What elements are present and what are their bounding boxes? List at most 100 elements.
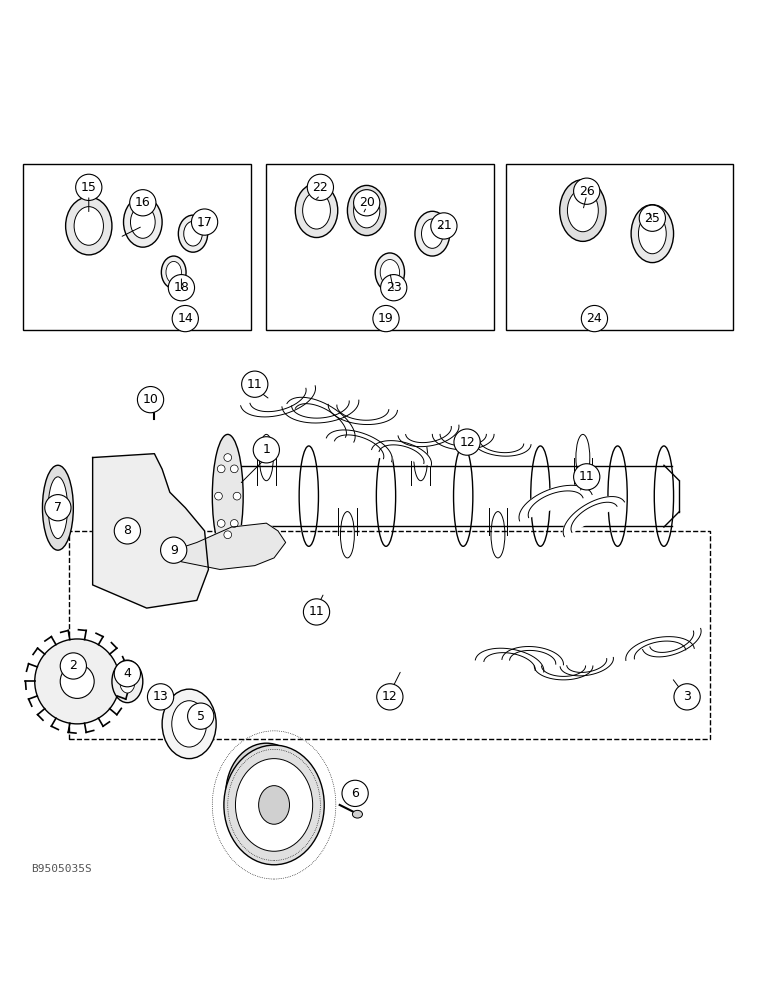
Circle shape [574, 178, 600, 204]
Polygon shape [371, 441, 432, 466]
Ellipse shape [212, 434, 243, 558]
Text: 8: 8 [124, 524, 131, 537]
Circle shape [342, 780, 368, 806]
Circle shape [381, 275, 407, 301]
Circle shape [114, 661, 141, 687]
Polygon shape [626, 637, 694, 660]
Circle shape [253, 437, 279, 463]
Text: 9: 9 [170, 544, 178, 557]
Text: 19: 19 [378, 312, 394, 325]
Ellipse shape [42, 465, 73, 550]
Polygon shape [560, 657, 614, 676]
Circle shape [218, 465, 225, 473]
Circle shape [230, 520, 238, 527]
Circle shape [35, 639, 120, 724]
Circle shape [168, 275, 195, 301]
Ellipse shape [124, 197, 162, 247]
Text: 13: 13 [153, 690, 168, 703]
Circle shape [191, 209, 218, 235]
Ellipse shape [171, 701, 206, 747]
Ellipse shape [259, 786, 290, 824]
Text: 11: 11 [247, 378, 262, 391]
Ellipse shape [150, 399, 159, 405]
Circle shape [76, 174, 102, 200]
Text: 16: 16 [135, 196, 151, 209]
Ellipse shape [184, 221, 202, 246]
Circle shape [224, 531, 232, 539]
Text: 12: 12 [459, 436, 475, 449]
Polygon shape [564, 497, 625, 537]
Circle shape [303, 599, 330, 625]
Text: 14: 14 [178, 312, 193, 325]
Circle shape [639, 205, 665, 231]
Circle shape [114, 518, 141, 544]
Text: 11: 11 [309, 605, 324, 618]
Circle shape [574, 464, 600, 490]
Circle shape [431, 213, 457, 239]
Ellipse shape [162, 689, 216, 759]
Polygon shape [398, 425, 459, 447]
Circle shape [373, 305, 399, 332]
Text: 6: 6 [351, 787, 359, 800]
Ellipse shape [415, 211, 449, 256]
Ellipse shape [295, 183, 337, 238]
Text: 11: 11 [579, 470, 594, 483]
Text: 20: 20 [359, 196, 374, 209]
Ellipse shape [380, 260, 400, 285]
Ellipse shape [178, 215, 208, 252]
Ellipse shape [422, 219, 443, 248]
Text: 17: 17 [197, 216, 212, 229]
Ellipse shape [66, 197, 112, 255]
Ellipse shape [74, 207, 103, 245]
Polygon shape [519, 485, 592, 521]
Circle shape [224, 454, 232, 461]
Bar [506, 164, 733, 330]
Circle shape [137, 387, 164, 413]
Ellipse shape [638, 214, 666, 254]
Polygon shape [534, 666, 593, 680]
Polygon shape [328, 404, 398, 425]
Circle shape [130, 190, 156, 216]
Circle shape [454, 429, 480, 455]
Circle shape [354, 190, 380, 216]
Polygon shape [287, 397, 355, 442]
Ellipse shape [112, 660, 143, 703]
Text: 23: 23 [386, 281, 401, 294]
Text: 3: 3 [683, 690, 691, 703]
Polygon shape [282, 400, 359, 423]
Text: 7: 7 [54, 501, 62, 514]
Ellipse shape [631, 205, 673, 263]
Text: 22: 22 [313, 181, 328, 194]
Text: 12: 12 [382, 690, 398, 703]
Ellipse shape [354, 193, 380, 228]
Circle shape [674, 684, 700, 710]
Circle shape [230, 465, 238, 473]
Circle shape [215, 492, 222, 500]
Circle shape [172, 305, 198, 332]
Circle shape [60, 653, 86, 679]
Polygon shape [502, 647, 564, 665]
Bar [266, 164, 494, 330]
Text: 26: 26 [579, 185, 594, 198]
Circle shape [377, 684, 403, 710]
Circle shape [147, 684, 174, 710]
Text: 21: 21 [436, 219, 452, 232]
Text: 2: 2 [69, 659, 77, 672]
Bar [69, 531, 710, 739]
Circle shape [307, 174, 334, 200]
Circle shape [45, 495, 71, 521]
Polygon shape [476, 648, 543, 672]
Circle shape [60, 664, 94, 698]
Polygon shape [93, 454, 208, 608]
Ellipse shape [567, 189, 598, 232]
Text: 24: 24 [587, 312, 602, 325]
Ellipse shape [347, 185, 386, 236]
Text: 1: 1 [262, 443, 270, 456]
Ellipse shape [225, 743, 306, 844]
Circle shape [161, 537, 187, 563]
Polygon shape [472, 440, 531, 456]
Ellipse shape [560, 180, 606, 241]
Text: 5: 5 [197, 710, 205, 723]
Circle shape [233, 492, 241, 500]
Ellipse shape [375, 253, 405, 292]
